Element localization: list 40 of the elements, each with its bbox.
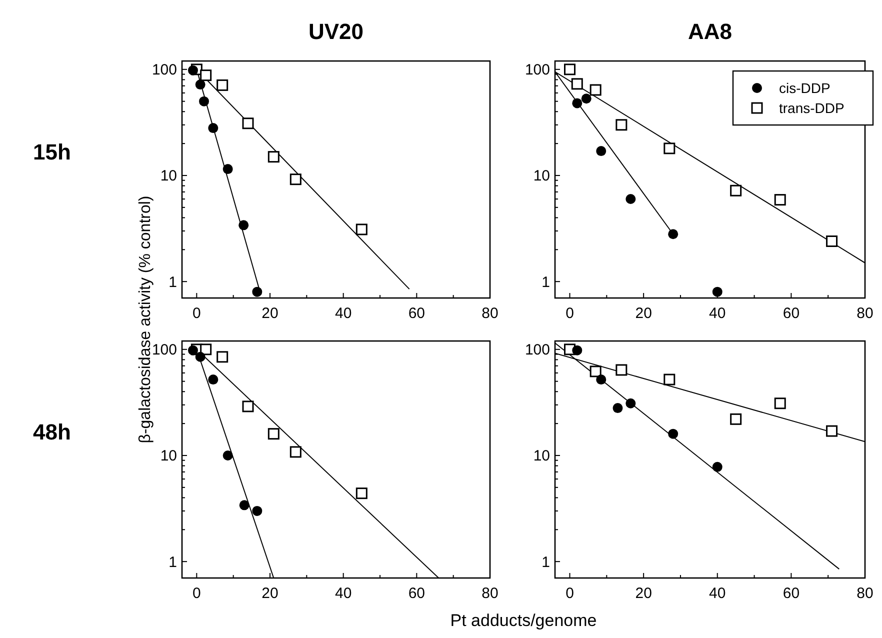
x-tick-label: 40 — [709, 585, 726, 602]
y-tick-label: 10 — [160, 168, 177, 185]
text: 48h — [33, 420, 71, 444]
legend-label: trans-DDP — [779, 100, 844, 116]
y-tick-label: 10 — [160, 448, 177, 465]
x-tick-label: 60 — [782, 305, 800, 322]
y-tick-label: 100 — [152, 342, 177, 359]
x-tick-label: 0 — [192, 305, 201, 322]
x-tick-label: 80 — [856, 585, 874, 602]
y-tick-label: 100 — [524, 342, 550, 359]
x-tick-label: 0 — [566, 305, 574, 322]
y-axis-title: β-galactosidase activity (% control) — [137, 196, 154, 444]
y-tick-label: 1 — [542, 274, 550, 291]
x-tick-label: 40 — [334, 585, 352, 602]
x-tick-label: 0 — [192, 585, 201, 602]
y-tick-label: 10 — [533, 448, 550, 465]
x-tick-label: 20 — [262, 305, 278, 322]
x-tick-label: 80 — [482, 305, 498, 322]
x-axis-title: Pt adducts/genome — [450, 611, 597, 630]
x-tick-label: 0 — [566, 585, 574, 602]
y-tick-label: 1 — [168, 274, 177, 291]
x-tick-label: 80 — [482, 585, 498, 602]
legend-label: cis-DDP — [779, 80, 830, 96]
chart-title: AA8 — [688, 19, 732, 44]
x-tick-label: 60 — [782, 585, 800, 602]
y-tick-label: 10 — [533, 168, 550, 185]
x-tick-label: 20 — [635, 305, 652, 322]
x-tick-label: 40 — [334, 305, 352, 322]
y-tick-label: 1 — [542, 554, 550, 571]
chart-title: UV20 — [308, 19, 364, 44]
x-tick-label: 60 — [408, 305, 426, 322]
y-tick-label: 100 — [524, 62, 550, 79]
x-tick-label: 40 — [709, 305, 726, 322]
y-tick-label: 100 — [152, 62, 177, 79]
y-tick-label: 1 — [168, 554, 177, 571]
text: 15h — [33, 140, 71, 164]
x-tick-label: 20 — [262, 585, 278, 602]
x-tick-label: 80 — [856, 305, 874, 322]
x-tick-label: 20 — [635, 585, 652, 602]
x-tick-label: 60 — [408, 585, 426, 602]
